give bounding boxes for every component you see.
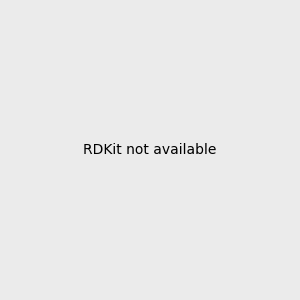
Text: RDKit not available: RDKit not available [83, 143, 217, 157]
